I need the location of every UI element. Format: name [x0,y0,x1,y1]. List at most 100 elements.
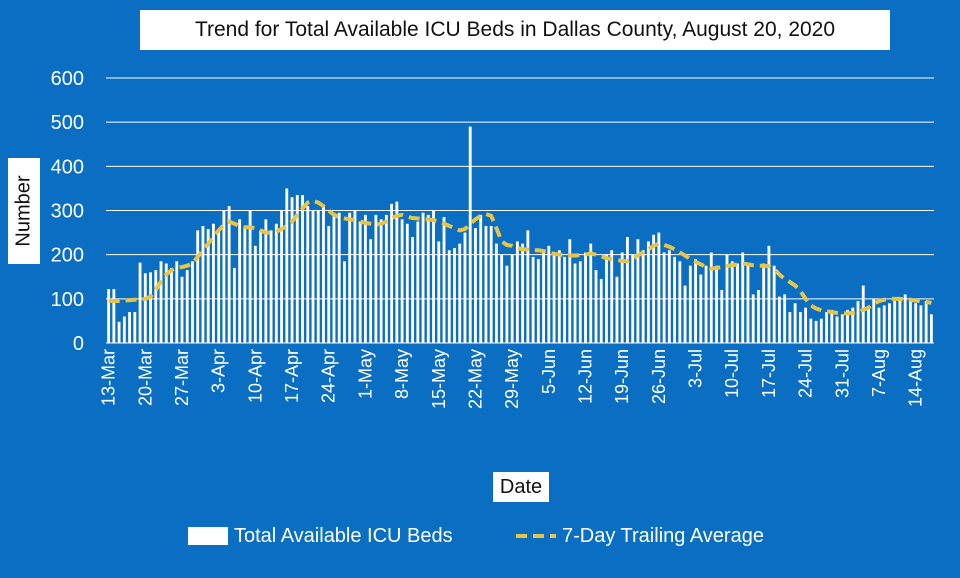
x-tick-label: 15-May [429,349,449,409]
bar [479,214,483,343]
bar [809,318,813,343]
bar [605,254,608,343]
bar [725,254,729,343]
x-tick-labels: 13-Mar 20-Mar 27-Mar 3-Apr 10-Apr 17-Apr 24-Ap… [99,349,926,409]
bar [736,263,739,343]
bar [128,312,131,343]
bar [510,254,514,343]
bar [929,314,933,343]
bar [400,219,404,343]
bar [290,197,294,343]
bar [877,307,881,343]
y-tick-label: 300 [51,201,84,223]
bar [846,309,849,344]
bar [762,263,766,343]
bar [416,221,420,343]
bar [851,307,855,343]
bar [531,256,535,344]
bar [741,252,745,343]
y-tick-label: 500 [51,112,84,134]
bar [631,254,635,343]
bar [515,241,519,343]
bar [149,272,152,343]
x-tick-label: 14-Aug [906,349,926,407]
x-tick-label: 26-Jun [649,349,669,404]
bar [903,294,907,343]
bar [232,267,236,343]
bar [379,219,383,343]
bar [709,252,713,343]
bar [919,305,923,343]
bar [526,230,530,344]
bar [893,301,897,343]
bar [720,290,724,343]
bar [484,225,488,343]
bar [332,212,336,343]
bar [285,188,289,343]
bar [825,312,828,343]
bar [316,210,320,343]
legend-item-average: 7-Day Trailing Average [516,522,764,550]
bar [306,206,310,343]
bar [185,270,189,344]
bar [201,225,205,343]
bar [657,232,661,343]
bar [384,214,388,343]
bar [767,245,771,343]
x-tick-label: 10-Jul [722,349,742,398]
legend-bar-swatch [188,527,228,545]
bar [505,265,509,343]
bar [206,229,210,343]
bar [840,314,844,343]
bar [369,239,373,343]
bar [447,250,451,343]
bar [589,243,593,344]
x-tick-label: 24-Apr [319,349,339,403]
bar [584,252,587,343]
x-tick-label: 17-Apr [282,349,302,403]
bar [280,210,283,343]
bar [500,254,504,343]
y-axis-label: Number [12,175,35,247]
bar [699,274,703,343]
bar [568,239,572,343]
bar [772,265,776,343]
bar [458,243,462,344]
bar [191,261,194,343]
average-line [108,198,932,316]
bar [353,210,357,343]
bar [641,250,645,343]
legend-item-bars: Total Available ICU Beds [188,522,453,550]
bar [557,250,561,343]
bar [264,219,268,343]
bar [442,217,446,344]
bar [610,250,614,343]
bar [673,256,677,344]
bar [175,261,179,343]
bar [164,263,168,343]
bar [453,248,456,343]
bar [783,294,787,343]
legend-average-label: 7-Day Trailing Average [562,524,764,547]
bar [788,312,792,343]
bar [259,230,263,344]
bar [814,320,818,343]
bar [872,298,876,343]
x-tick-label: 22-May [465,349,485,409]
bar [374,214,378,343]
bar [212,223,215,343]
bar [227,206,231,343]
bar [253,245,257,343]
bar [107,289,111,343]
bar [274,223,278,343]
y-tick-label: 100 [51,289,84,311]
bar [521,243,525,344]
bar-series [107,126,933,344]
bar [426,214,430,343]
bar [835,316,839,343]
y-axis-label-box [8,158,40,264]
bar [542,250,545,343]
x-tick-label: 1-May [355,349,375,399]
bar [295,195,299,343]
bar [122,316,126,343]
